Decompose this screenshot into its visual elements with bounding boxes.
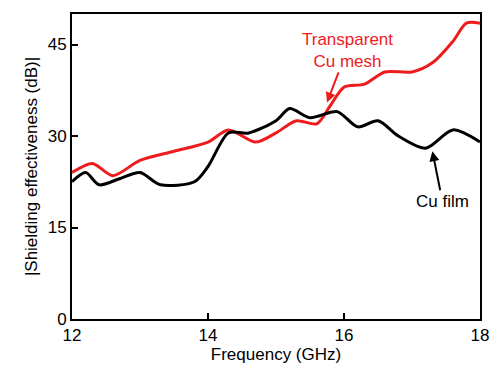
svg-text:18: 18 (471, 326, 490, 345)
svg-text:0: 0 (57, 310, 66, 329)
svg-text:16: 16 (335, 326, 354, 345)
svg-text:|Shielding effectiveness (dB)|: |Shielding effectiveness (dB)| (22, 57, 41, 276)
svg-text:Cu film: Cu film (416, 192, 469, 211)
svg-text:15: 15 (48, 218, 67, 237)
svg-text:Frequency (GHz): Frequency (GHz) (211, 345, 341, 364)
svg-text:14: 14 (199, 326, 218, 345)
svg-text:TransparentCu mesh: TransparentCu mesh (302, 30, 393, 71)
svg-text:30: 30 (48, 127, 67, 146)
svg-text:45: 45 (48, 35, 67, 54)
svg-text:12: 12 (63, 326, 82, 345)
